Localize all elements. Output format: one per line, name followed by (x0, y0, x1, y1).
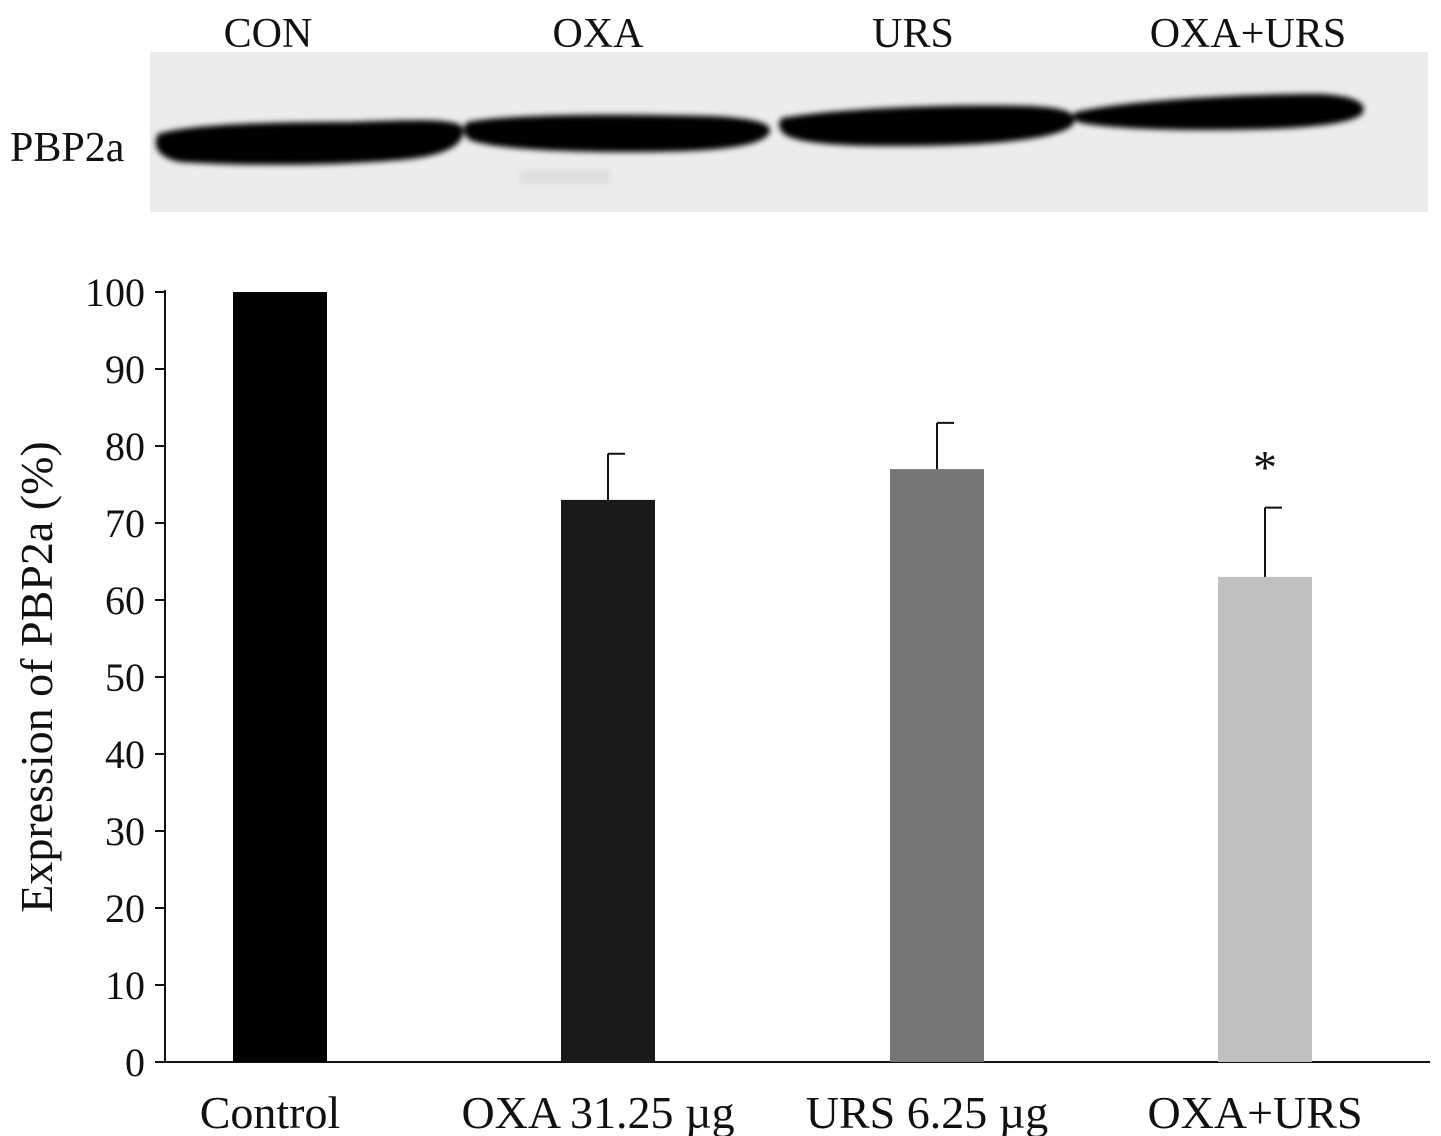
bars: * (233, 292, 1312, 1063)
lane-label-urs: URS (872, 11, 954, 57)
y-tick-label: 20 (105, 886, 145, 931)
bar (561, 499, 655, 1062)
blot-band-urs (779, 105, 1075, 146)
bar-chart: 0 10 20 30 40 50 60 70 80 90 100 * Expression of P… (11, 270, 1430, 1136)
lane-label-oxa-urs: OXA+URS (1149, 11, 1347, 57)
y-tick-label: 40 (105, 732, 145, 777)
y-tick-label: 0 (125, 1040, 145, 1085)
y-axis-title: Expression of PBP2a (%) (11, 441, 62, 912)
x-category-label: Control (200, 1087, 341, 1136)
bar (233, 292, 327, 1062)
y-tick-label: 50 (105, 655, 145, 700)
blot-band-oxa (463, 114, 771, 152)
blot-band-con (155, 120, 464, 165)
x-category-label: OXA 31.25 µg (461, 1087, 734, 1136)
lane-label-oxa: OXA (552, 11, 644, 57)
y-tick-label: 30 (105, 809, 145, 854)
lane-label-con: CON (223, 11, 313, 57)
western-blot-image (150, 52, 1428, 212)
blot-smudge (520, 170, 610, 184)
x-category-label: URS 6.25 µg (806, 1087, 1049, 1136)
y-tick-label: 80 (105, 424, 145, 469)
y-tick-label: 70 (105, 501, 145, 546)
bar (890, 469, 984, 1063)
labels: Expression of PBP2a (%) Control OXA 31.25 … (11, 441, 1363, 1136)
y-tick-label: 60 (105, 578, 145, 623)
y-tick-label: 100 (85, 270, 145, 315)
y-tick-label: 90 (105, 347, 145, 392)
band-label: PBP2a (10, 125, 125, 171)
significance-marker: * (1253, 442, 1277, 495)
y-tick-label: 10 (105, 963, 145, 1008)
blot-band-oxa-urs (1073, 94, 1364, 130)
x-category-label: OXA+URS (1147, 1087, 1362, 1136)
axes: 0 10 20 30 40 50 60 70 80 90 100 (85, 270, 1430, 1085)
bar (1218, 576, 1312, 1062)
